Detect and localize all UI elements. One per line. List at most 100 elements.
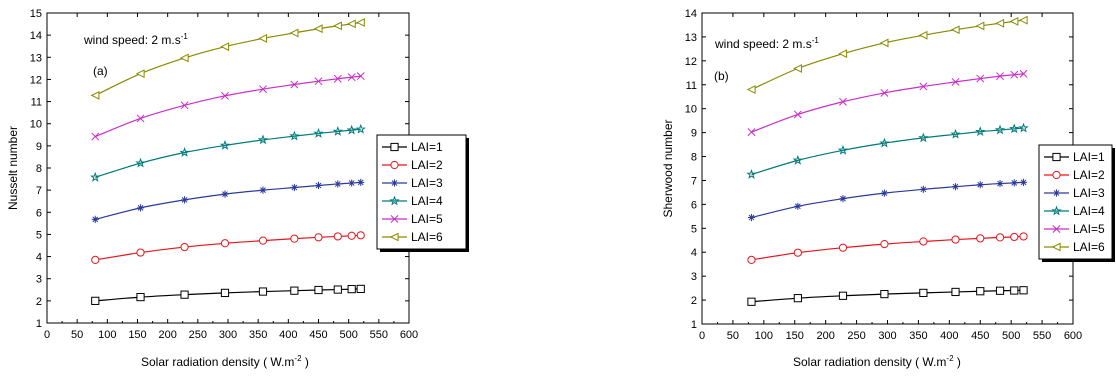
data-point — [290, 80, 299, 89]
legend-marker — [1052, 189, 1061, 197]
x-tick-label: 200 — [816, 330, 834, 342]
y-tick-label: 13 — [30, 52, 42, 64]
legend-label: LAI=1 — [411, 140, 443, 154]
data-point — [919, 82, 928, 91]
data-point — [136, 204, 145, 212]
legend-box — [376, 134, 467, 250]
y-tick-label: 1 — [691, 319, 697, 331]
x-tick-label: 150 — [128, 329, 146, 341]
data-point — [289, 28, 299, 38]
legend-label: LAI=6 — [411, 230, 443, 244]
series-line — [95, 181, 361, 220]
data-point — [1009, 16, 1019, 26]
data-point — [356, 72, 365, 81]
data-point — [919, 237, 928, 246]
data-point — [356, 231, 365, 240]
series-lai3 — [91, 178, 365, 223]
x-tick-label: 0 — [699, 330, 705, 342]
data-point — [1009, 123, 1020, 134]
legend-label: LAI=1 — [1073, 150, 1105, 164]
legend-label: LAI=5 — [411, 212, 443, 226]
data-point — [918, 30, 928, 40]
data-point — [91, 132, 100, 141]
series-lai4 — [90, 123, 366, 182]
data-point — [1010, 179, 1018, 187]
data-point — [91, 215, 99, 223]
y-tick-label: 10 — [30, 119, 42, 131]
data-point — [289, 130, 300, 141]
data-point — [334, 180, 342, 188]
series-lai1 — [747, 286, 1028, 306]
data-point — [950, 128, 961, 139]
y-tick-label: 1 — [36, 318, 42, 330]
series-line — [751, 181, 1024, 219]
data-point — [838, 291, 848, 300]
series-lai5 — [747, 69, 1028, 137]
data-point — [290, 183, 298, 192]
data-point — [333, 74, 342, 83]
y-tick-label: 13 — [685, 32, 697, 44]
series-line — [95, 128, 361, 178]
y-tick-label: 15 — [30, 8, 42, 20]
data-point — [179, 53, 189, 63]
plot-frame — [701, 12, 1074, 325]
data-point — [879, 137, 890, 148]
y-axis-label: Sherwood number — [661, 119, 675, 217]
legend-label: LAI=6 — [1073, 240, 1105, 254]
data-point — [792, 154, 804, 165]
data-point — [839, 97, 847, 106]
y-tick-label: 6 — [691, 199, 697, 211]
data-point — [794, 202, 802, 210]
data-point — [976, 74, 985, 83]
x-tick-label: 100 — [98, 329, 116, 341]
y-tick-label: 7 — [691, 175, 697, 187]
y-tick-label: 4 — [36, 252, 42, 264]
data-point — [747, 255, 756, 264]
data-point — [180, 101, 189, 110]
series-lai1 — [91, 284, 365, 305]
legend-marker — [1051, 205, 1062, 216]
x-tick-label: 500 — [1002, 330, 1020, 342]
data-point — [837, 144, 849, 155]
y-tick-label: 12 — [30, 74, 42, 86]
data-point — [180, 196, 189, 204]
data-point — [332, 126, 343, 136]
data-point — [838, 49, 848, 59]
data-point — [333, 232, 342, 241]
legend-marker — [389, 232, 399, 242]
data-point — [1010, 70, 1019, 79]
legend-marker — [1052, 225, 1061, 233]
x-tick-label: 150 — [786, 330, 804, 342]
legend-marker — [1051, 242, 1061, 252]
data-point — [221, 190, 229, 198]
data-point — [793, 110, 802, 119]
legend-marker — [1052, 170, 1061, 180]
data-point — [258, 236, 268, 245]
data-point — [219, 139, 231, 150]
data-point — [746, 169, 757, 179]
data-point — [355, 123, 366, 134]
series-line — [95, 21, 361, 96]
data-point — [976, 287, 985, 296]
y-tick-label: 9 — [691, 128, 697, 140]
series-line — [751, 73, 1024, 133]
series-lai2 — [747, 232, 1028, 264]
data-point — [951, 287, 960, 297]
y-tick-label: 5 — [36, 229, 42, 241]
x-tick-label: 350 — [249, 329, 267, 341]
series-line — [95, 234, 361, 261]
series-lai2 — [91, 231, 365, 264]
y-tick-label: 12 — [685, 56, 697, 68]
data-point — [357, 178, 365, 186]
data-point — [839, 195, 847, 203]
data-point — [290, 234, 299, 243]
data-point — [356, 284, 365, 293]
y-tick-label: 5 — [691, 223, 697, 235]
series-line — [751, 289, 1024, 303]
legend-label: LAI=3 — [1073, 186, 1105, 200]
data-point — [135, 157, 146, 168]
data-point — [220, 239, 230, 248]
data-point — [136, 248, 145, 257]
legend-label: LAI=2 — [1073, 168, 1105, 182]
